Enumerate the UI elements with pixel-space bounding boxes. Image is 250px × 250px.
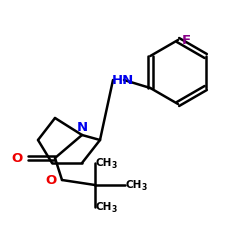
Text: F: F [182,34,191,48]
Text: HN: HN [112,74,134,86]
Text: CH: CH [96,202,112,212]
Text: O: O [46,174,57,188]
Text: 3: 3 [112,206,117,214]
Text: CH: CH [126,180,142,190]
Text: N: N [76,121,88,134]
Text: CH: CH [96,158,112,168]
Text: O: O [12,152,23,164]
Text: 3: 3 [142,184,147,192]
Text: 3: 3 [112,162,117,170]
